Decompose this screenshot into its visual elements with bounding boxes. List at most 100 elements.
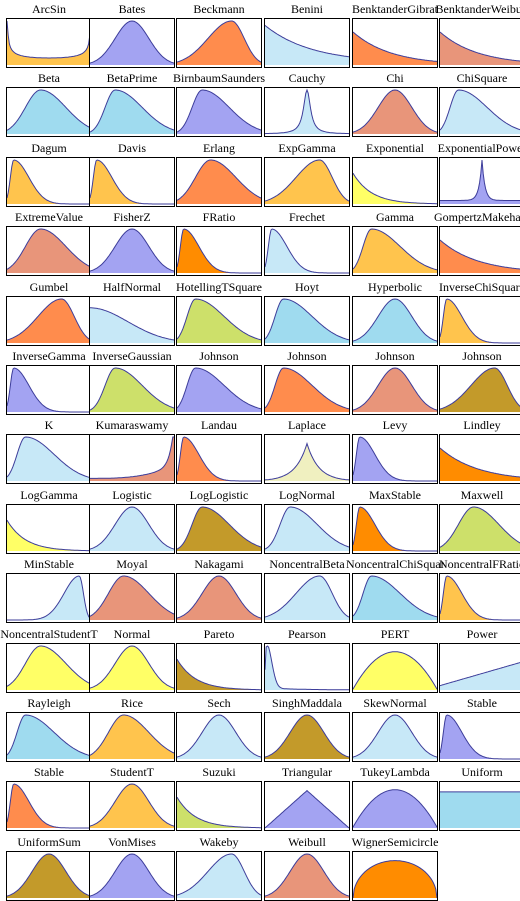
distribution-panel: Beta: [6, 71, 92, 137]
density-plot: [352, 226, 438, 276]
density-plot: [176, 573, 262, 623]
panel-label: InverseChiSquare: [433, 280, 520, 296]
panel-label: Gamma: [346, 210, 444, 226]
density-plot: [6, 226, 92, 276]
distribution-panel: Levy: [352, 418, 438, 484]
distribution-panel: K: [6, 418, 92, 484]
density-plot: [352, 573, 438, 623]
density-plot: [264, 851, 350, 901]
distribution-panel: Laplace: [264, 418, 350, 484]
density-plot: [89, 157, 175, 207]
distribution-panel: Gamma: [352, 210, 438, 276]
distribution-panel: Stable: [6, 765, 92, 831]
density-plot: [176, 18, 262, 68]
distribution-panel: Moyal: [89, 557, 175, 623]
density-plot: [6, 643, 92, 693]
distribution-panel: Suzuki: [176, 765, 262, 831]
density-plot: [352, 781, 438, 831]
panel-label: Pareto: [170, 627, 268, 643]
density-plot: [264, 712, 350, 762]
density-plot: [6, 851, 92, 901]
panel-label: Lindley: [433, 418, 520, 434]
panel-label: Nakagami: [170, 557, 268, 573]
distribution-panel: Dagum: [6, 141, 92, 207]
panel-label: Bates: [83, 2, 181, 18]
distribution-panel: SinghMaddala: [264, 696, 350, 762]
panel-label: Hoyt: [258, 280, 356, 296]
distribution-panel: Johnson: [439, 349, 520, 415]
panel-label: Kumaraswamy: [83, 418, 181, 434]
distribution-panel: BenktanderGibrat: [352, 2, 438, 68]
panel-label: Cauchy: [258, 71, 356, 87]
distribution-panel: Hoyt: [264, 280, 350, 346]
density-plot: [439, 296, 520, 346]
panel-label: BetaPrime: [83, 71, 181, 87]
distribution-panel: TukeyLambda: [352, 765, 438, 831]
distribution-panel: Chi: [352, 71, 438, 137]
density-plot: [176, 157, 262, 207]
panel-label: VonMises: [83, 835, 181, 851]
distribution-panel: Hyperbolic: [352, 280, 438, 346]
distribution-panel: GompertzMakeham: [439, 210, 520, 276]
panel-label: Uniform: [433, 765, 520, 781]
distribution-panel: FRatio: [176, 210, 262, 276]
distribution-panel: NoncentralStudentT: [6, 627, 92, 693]
distribution-panel: Weibull: [264, 835, 350, 901]
density-plot: [352, 504, 438, 554]
panel-label: LogNormal: [258, 488, 356, 504]
density-plot: [6, 781, 92, 831]
density-plot: [89, 226, 175, 276]
distribution-panel: Power: [439, 627, 520, 693]
distribution-panel: VonMises: [89, 835, 175, 901]
distribution-panel: ExponentialPower: [439, 141, 520, 207]
density-plot: [439, 18, 520, 68]
density-plot: [89, 434, 175, 484]
panel-label: MaxStable: [346, 488, 444, 504]
density-plot: [264, 87, 350, 137]
density-plot: [439, 365, 520, 415]
density-plot: [439, 781, 520, 831]
density-plot: [176, 712, 262, 762]
density-plot: [352, 851, 438, 901]
distribution-panel: Johnson: [264, 349, 350, 415]
density-plot: [89, 504, 175, 554]
panel-label: Benini: [258, 2, 356, 18]
density-plot: [89, 851, 175, 901]
panel-label: Pearson: [258, 627, 356, 643]
panel-label: Maxwell: [433, 488, 520, 504]
panel-label: Johnson: [346, 349, 444, 365]
distribution-panel: Johnson: [352, 349, 438, 415]
panel-label: GompertzMakeham: [433, 210, 520, 226]
panel-label: Beckmann: [170, 2, 268, 18]
distribution-panel: Landau: [176, 418, 262, 484]
distribution-panel: HalfNormal: [89, 280, 175, 346]
distribution-panel: Pareto: [176, 627, 262, 693]
panel-label: Suzuki: [170, 765, 268, 781]
density-plot: [439, 157, 520, 207]
panel-label: Exponential: [346, 141, 444, 157]
panel-label: SkewNormal: [346, 696, 444, 712]
panel-label: WignerSemicircle: [346, 835, 444, 851]
distribution-panel: Exponential: [352, 141, 438, 207]
density-plot: [439, 643, 520, 693]
distribution-panel: Bates: [89, 2, 175, 68]
distribution-panel: Uniform: [439, 765, 520, 831]
distribution-panel: Erlang: [176, 141, 262, 207]
distribution-panel: Beckmann: [176, 2, 262, 68]
panel-label: Frechet: [258, 210, 356, 226]
distribution-panel: InverseGamma: [6, 349, 92, 415]
panel-label: Wakeby: [170, 835, 268, 851]
density-plot: [264, 573, 350, 623]
panel-label: Weibull: [258, 835, 356, 851]
density-plot: [439, 504, 520, 554]
panel-label: ChiSquare: [433, 71, 520, 87]
panel-label: NoncentralBeta: [258, 557, 356, 573]
panel-label: Johnson: [433, 349, 520, 365]
distribution-panel: Johnson: [176, 349, 262, 415]
panel-label: FRatio: [170, 210, 268, 226]
distribution-panel: Triangular: [264, 765, 350, 831]
density-plot: [352, 296, 438, 346]
density-plot: [264, 157, 350, 207]
density-plot: [6, 573, 92, 623]
